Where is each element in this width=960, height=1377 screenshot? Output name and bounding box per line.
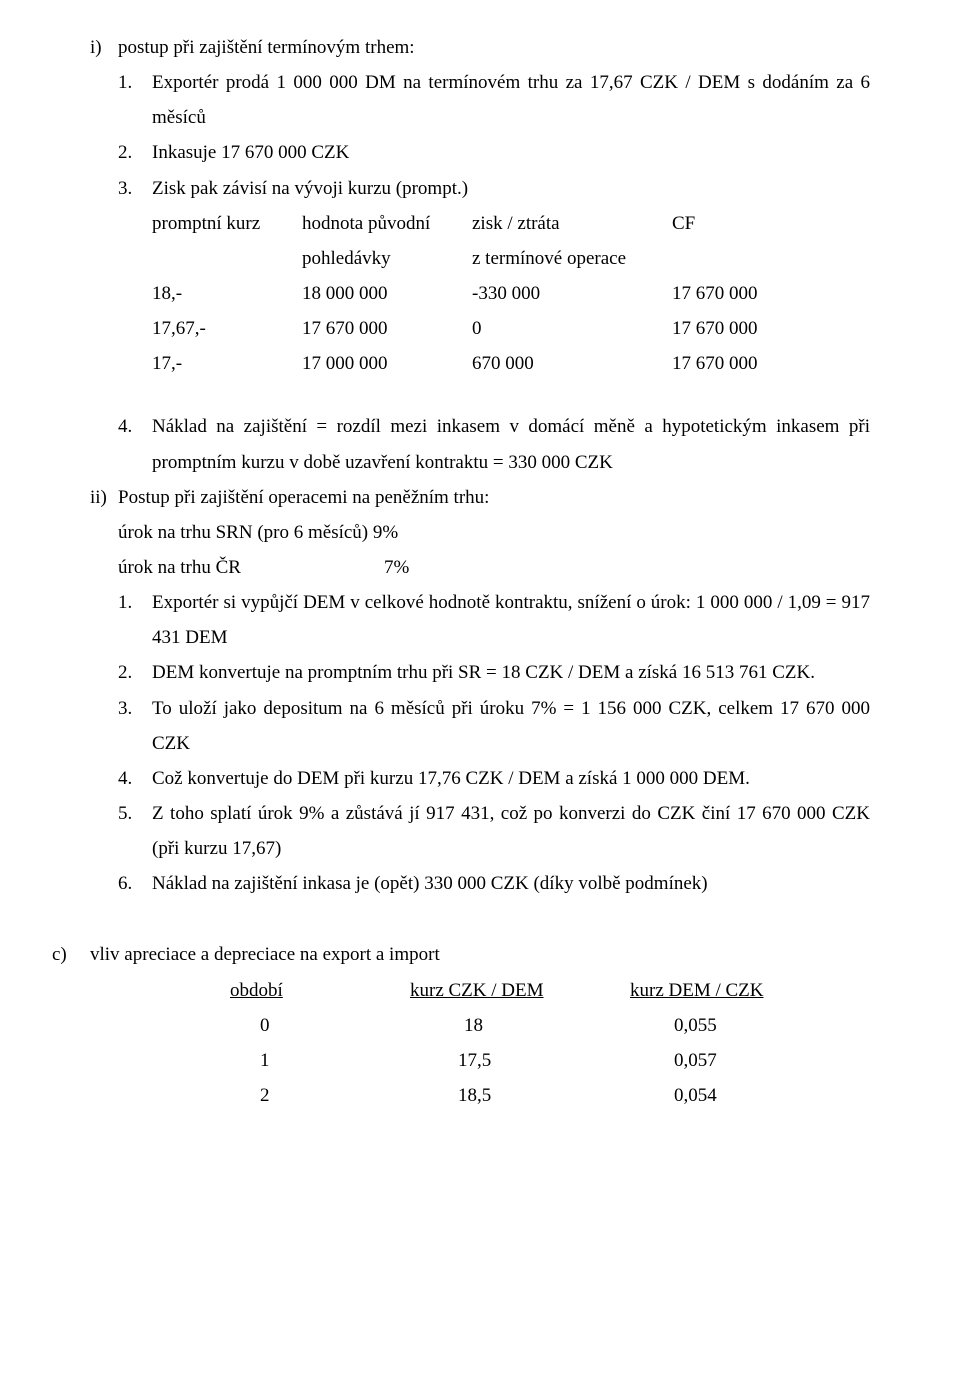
- item-number: 6.: [118, 866, 152, 901]
- table-cell: 0,055: [630, 1008, 830, 1043]
- section-c-title: vliv apreciace a depreciace na export a …: [90, 937, 440, 972]
- table-cell: 0: [472, 311, 672, 346]
- section-i-heading: i) postup při zajištění termínovým trhem…: [90, 30, 870, 65]
- table-head: CF: [672, 206, 852, 241]
- rate-value: 7%: [384, 550, 409, 585]
- section-ii-title: Postup při zajištění operacemi na peněžn…: [118, 480, 489, 515]
- section-i-title: postup při zajištění termínovým trhem:: [118, 30, 415, 65]
- table-head: období: [230, 973, 410, 1008]
- table-head: hodnota původní: [302, 206, 472, 241]
- item-text: Inkasuje 17 670 000 CZK: [152, 135, 349, 170]
- table-cell: 17 670 000: [672, 311, 852, 346]
- item-text: Což konvertuje do DEM při kurzu 17,76 CZ…: [152, 761, 870, 796]
- table-c: období kurz CZK / DEM kurz DEM / CZK 0 1…: [90, 973, 870, 1114]
- spacer: [90, 381, 870, 409]
- rate-line-srn: úrok na trhu SRN (pro 6 měsíců) 9%: [90, 515, 870, 550]
- list-item: 3. To uloží jako depositum na 6 měsíců p…: [90, 691, 870, 761]
- table-cell: 0,054: [630, 1078, 830, 1113]
- table-cell: 18,-: [152, 276, 302, 311]
- table-cell: 18: [410, 1008, 630, 1043]
- list-item: 2. DEM konvertuje na promptním trhu při …: [90, 655, 870, 690]
- table-cell: 17 670 000: [672, 346, 852, 381]
- table-cell: 0: [230, 1008, 410, 1043]
- list-item: 3. Zisk pak závisí na vývoji kurzu (prom…: [90, 171, 870, 206]
- table-cell: 2: [230, 1078, 410, 1113]
- item-text: Exportér prodá 1 000 000 DM na termínové…: [152, 65, 870, 135]
- table-head: zisk / ztráta: [472, 206, 672, 241]
- table-cell: 1: [230, 1043, 410, 1078]
- item-text: To uloží jako depositum na 6 měsíců při …: [152, 691, 870, 761]
- list-item: 6. Náklad na zajištění inkasa je (opět) …: [90, 866, 870, 901]
- item-text: Zisk pak závisí na vývoji kurzu (prompt.…: [152, 171, 468, 206]
- table-head: promptní kurz: [152, 206, 302, 241]
- item-number: 5.: [118, 796, 152, 831]
- item-number: 3.: [118, 171, 152, 206]
- list-item: 4. Náklad na zajištění = rozdíl mezi ink…: [90, 409, 870, 479]
- table-cell: 18 000 000: [302, 276, 472, 311]
- list-item: 5. Z toho splatí úrok 9% a zůstává jí 91…: [90, 796, 870, 866]
- item-number: 3.: [118, 691, 152, 726]
- spacer: [90, 901, 870, 937]
- page: i) postup při zajištění termínovým trhem…: [0, 0, 960, 1377]
- section-ii-marker: ii): [90, 480, 118, 515]
- list-item: 1. Exportér si vypůjčí DEM v celkové hod…: [90, 585, 870, 655]
- item-number: 4.: [118, 409, 152, 444]
- table-subhead: pohledávky: [302, 241, 472, 276]
- item-text: Náklad na zajištění = rozdíl mezi inkase…: [152, 409, 870, 479]
- section-ii-heading: ii) Postup při zajištění operacemi na pe…: [90, 480, 870, 515]
- table-cell: 18,5: [410, 1078, 630, 1113]
- table-cell: 0,057: [630, 1043, 830, 1078]
- table-cell: 17,67,-: [152, 311, 302, 346]
- table-cell: 17,5: [410, 1043, 630, 1078]
- table-cell: 670 000: [472, 346, 672, 381]
- section-c-heading: c) vliv apreciace a depreciace na export…: [52, 937, 870, 972]
- table-subhead: [672, 241, 852, 276]
- rate-line-cr: úrok na trhu ČR 7%: [90, 550, 870, 585]
- item-number: 1.: [118, 585, 152, 620]
- table-head: kurz CZK / DEM: [410, 973, 630, 1008]
- item-text: Exportér si vypůjčí DEM v celkové hodnot…: [152, 585, 870, 655]
- section-c-marker: c): [52, 937, 90, 972]
- list-item: 2. Inkasuje 17 670 000 CZK: [90, 135, 870, 170]
- item-number: 2.: [118, 655, 152, 690]
- table-cell: 17 000 000: [302, 346, 472, 381]
- table-subhead: z termínové operace: [472, 241, 672, 276]
- table-cell: 17 670 000: [302, 311, 472, 346]
- table-subhead: [152, 241, 302, 276]
- list-item: 1. Exportér prodá 1 000 000 DM na termín…: [90, 65, 870, 135]
- item-number: 2.: [118, 135, 152, 170]
- item-text: DEM konvertuje na promptním trhu při SR …: [152, 655, 870, 690]
- table-cell: 17 670 000: [672, 276, 852, 311]
- table-cell: 17,-: [152, 346, 302, 381]
- table-i: promptní kurz hodnota původní zisk / ztr…: [90, 206, 870, 382]
- item-number: 1.: [118, 65, 152, 100]
- item-text: Z toho splatí úrok 9% a zůstává jí 917 4…: [152, 796, 870, 866]
- list-item: 4. Což konvertuje do DEM při kurzu 17,76…: [90, 761, 870, 796]
- item-number: 4.: [118, 761, 152, 796]
- table-head: kurz DEM / CZK: [630, 973, 830, 1008]
- rate-label: úrok na trhu ČR: [118, 550, 384, 585]
- table-cell: -330 000: [472, 276, 672, 311]
- item-text: Náklad na zajištění inkasa je (opět) 330…: [152, 866, 870, 901]
- section-i-marker: i): [90, 30, 118, 65]
